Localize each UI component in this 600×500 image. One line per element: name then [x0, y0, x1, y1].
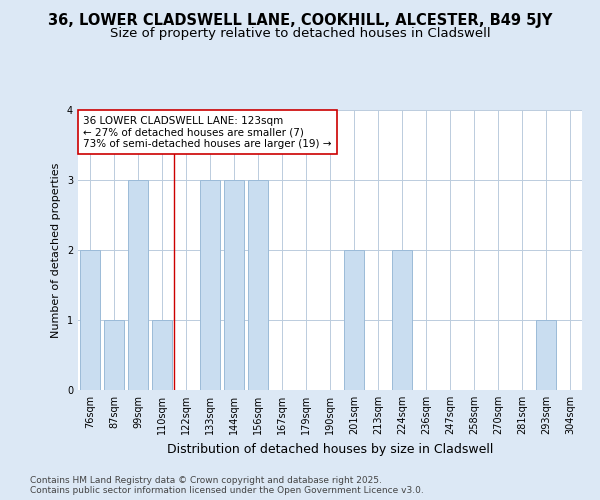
Bar	[128, 180, 148, 390]
Text: 36, LOWER CLADSWELL LANE, COOKHILL, ALCESTER, B49 5JY: 36, LOWER CLADSWELL LANE, COOKHILL, ALCE…	[48, 12, 552, 28]
Text: Size of property relative to detached houses in Cladswell: Size of property relative to detached ho…	[110, 28, 490, 40]
Bar	[392, 250, 412, 390]
Bar	[224, 180, 244, 390]
Text: Contains HM Land Registry data © Crown copyright and database right 2025.
Contai: Contains HM Land Registry data © Crown c…	[30, 476, 424, 495]
Text: 36 LOWER CLADSWELL LANE: 123sqm
← 27% of detached houses are smaller (7)
73% of : 36 LOWER CLADSWELL LANE: 123sqm ← 27% of…	[83, 116, 332, 149]
Bar	[200, 180, 220, 390]
Bar	[344, 250, 364, 390]
Bar	[80, 250, 100, 390]
Bar	[248, 180, 268, 390]
X-axis label: Distribution of detached houses by size in Cladswell: Distribution of detached houses by size …	[167, 442, 493, 456]
Bar	[536, 320, 556, 390]
Y-axis label: Number of detached properties: Number of detached properties	[52, 162, 61, 338]
Bar	[104, 320, 124, 390]
Bar	[152, 320, 172, 390]
